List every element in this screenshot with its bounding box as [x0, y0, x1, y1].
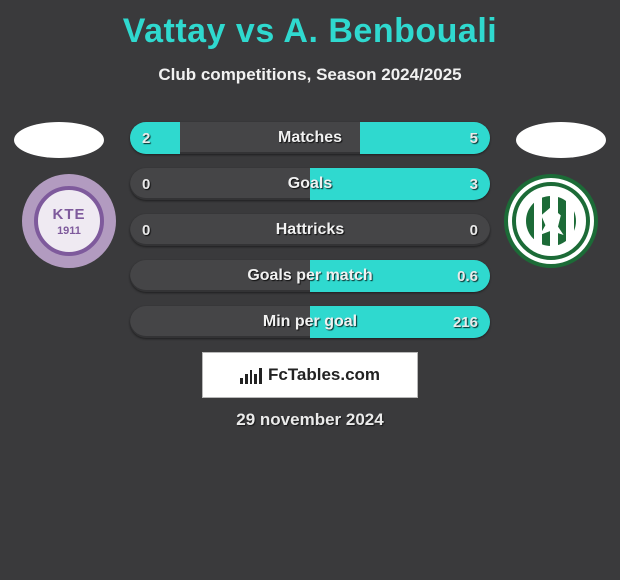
- subtitle: Club competitions, Season 2024/2025: [0, 65, 620, 85]
- club-badge-right: [504, 174, 598, 268]
- club-badge-right-stripes: [526, 196, 576, 246]
- stat-label: Matches: [130, 122, 490, 154]
- stat-row: 25Matches: [130, 122, 490, 154]
- player-left-token: [14, 122, 104, 158]
- stat-label: Goals per match: [130, 260, 490, 292]
- stat-label: Goals: [130, 168, 490, 200]
- title-vs: vs: [226, 12, 283, 50]
- stat-row: 216Min per goal: [130, 306, 490, 338]
- club-badge-right-ring: [512, 182, 590, 260]
- comparison-card: Vattay vs A. Benbouali Club competitions…: [0, 0, 620, 580]
- brand-chart-icon: [240, 366, 262, 384]
- stat-label: Min per goal: [130, 306, 490, 338]
- stat-row: 00Hattricks: [130, 214, 490, 246]
- player-left-name: Vattay: [123, 12, 226, 50]
- brand-box: FcTables.com: [202, 352, 418, 398]
- stat-label: Hattricks: [130, 214, 490, 246]
- club-left-year: 1911: [57, 225, 81, 237]
- date: 29 november 2024: [0, 410, 620, 430]
- brand-text: FcTables.com: [268, 365, 380, 385]
- club-left-abbr: KTE: [53, 206, 86, 223]
- stats-list: 25Matches 03Goals 00Hattricks 0.6Goals per …: [130, 122, 490, 352]
- club-badge-right-bird-icon: [537, 207, 565, 235]
- stat-row: 0.6Goals per match: [130, 260, 490, 292]
- title: Vattay vs A. Benbouali: [0, 12, 620, 51]
- stat-row: 03Goals: [130, 168, 490, 200]
- club-badge-left: KTE 1911: [22, 174, 116, 268]
- player-right-token: [516, 122, 606, 158]
- player-right-name: A. Benbouali: [283, 12, 497, 50]
- club-badge-left-inner: KTE 1911: [34, 186, 104, 256]
